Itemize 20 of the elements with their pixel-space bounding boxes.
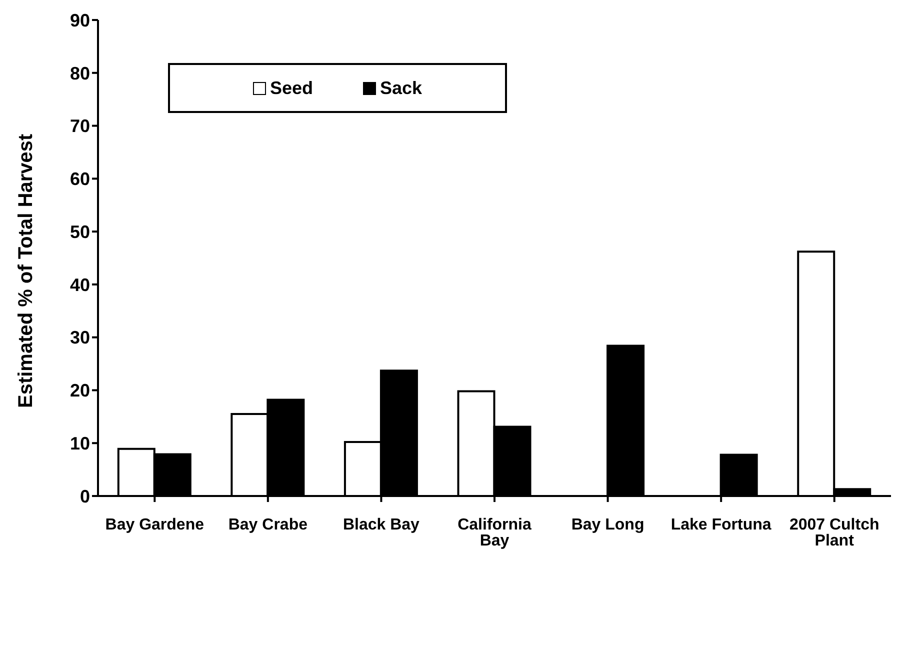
legend-label: Sack [378, 78, 422, 98]
y-tick-label: 20 [70, 380, 90, 401]
y-tick-label: 30 [70, 328, 90, 348]
y-axis-title: Estimated % of Total Harvest [15, 134, 38, 408]
y-tick-label: 0 [80, 486, 90, 506]
y-tick-label: 10 [70, 434, 90, 454]
x-tick-label: Black Bay [342, 516, 420, 534]
x-tick-label: Bay Gardene [105, 516, 204, 534]
y-tick-label: 70 [70, 116, 90, 136]
x-tick-label: Bay Long [571, 516, 644, 534]
x-tick-label: Bay Crabe [228, 516, 308, 534]
y-tick-label: 80 [70, 63, 90, 84]
x-tick-label: California Bay [458, 516, 532, 550]
x-tick-label: Lake Fortuna [670, 516, 772, 534]
legend-label: Seed [268, 78, 313, 98]
y-tick-label: 90 [70, 10, 90, 30]
y-tick-label: 60 [70, 169, 90, 190]
y-tick-label: 40 [70, 274, 90, 295]
y-tick-label: 50 [70, 222, 90, 242]
x-tick-label: 2007 Cultch Plant [789, 516, 880, 550]
